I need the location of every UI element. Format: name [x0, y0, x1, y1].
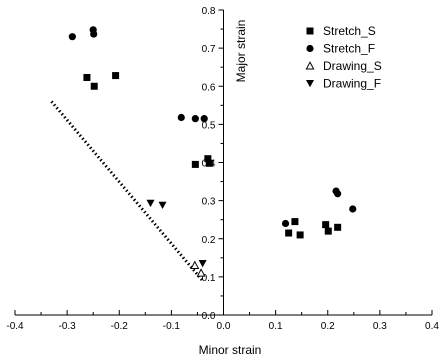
legend-marker-stretch-f [306, 44, 314, 53]
data-point-drawing-f [146, 199, 155, 208]
legend-label-drawing-s: Drawing_S [323, 59, 382, 73]
data-point-stretch-f [191, 115, 199, 123]
legend-marker-drawing-f [306, 80, 314, 88]
x-tick-label: 0.4 [425, 321, 439, 332]
y-axis-label: Major strain [234, 20, 248, 83]
data-point-drawing-s [190, 260, 200, 269]
legend-label-stretch-s: Stretch_S [323, 24, 376, 38]
legend-label-stretch-f: Stretch_F [323, 42, 375, 56]
legend: Stretch_S Stretch_F Drawing_S Drawing_F [305, 24, 382, 91]
data-point-stretch-s [285, 229, 293, 237]
data-point-stretch-s [112, 72, 120, 80]
x-tick-label: 0.1 [269, 321, 283, 332]
data-point-stretch-s [291, 218, 299, 226]
y-tick-label: 0.2 [202, 235, 216, 246]
data-point-drawing-f [158, 201, 167, 209]
x-axis-label: Minor strain [199, 343, 262, 357]
y-tick-label: 0.3 [202, 197, 216, 208]
data-point-drawing-f [198, 260, 207, 268]
data-point-stretch-s [83, 73, 91, 81]
data-point-stretch-s [191, 160, 199, 168]
data-point-stretch-f [200, 115, 208, 123]
legend-label-drawing-f: Drawing_F [323, 77, 381, 91]
x-tick-label: 0.2 [321, 321, 335, 332]
y-tick-label: 0.8 [202, 6, 216, 17]
reference-line-group [50, 100, 204, 282]
legend-marker-drawing-s [305, 61, 315, 70]
data-point-stretch-f [281, 219, 290, 228]
legend-marker-stretch-s [306, 27, 314, 35]
y-tick-label: 0.0 [202, 311, 216, 322]
y-tick-label: 0.1 [202, 273, 216, 284]
data-point-stretch-f [68, 33, 76, 41]
data-point-stretch-s [324, 227, 332, 235]
data-point-drawing-s [196, 268, 206, 277]
data-point-stretch-s [90, 82, 98, 90]
y-tick-label: 0.6 [202, 82, 216, 93]
data-point-stretch-s [205, 159, 213, 167]
y-tick-label: 0.5 [202, 120, 216, 131]
dotted-reference-line [50, 100, 204, 282]
data-points [68, 26, 357, 277]
data-point-stretch-s [322, 221, 330, 229]
x-tick-label: 0.0 [217, 321, 231, 332]
data-point-stretch-s [296, 231, 304, 239]
data-point-stretch-f [334, 190, 342, 198]
data-point-stretch-f [177, 113, 185, 122]
data-point-stretch-s [204, 155, 212, 163]
data-point-stretch-f [349, 205, 357, 213]
x-tick-label: 0.3 [373, 321, 387, 332]
data-point-stretch-s [334, 223, 342, 231]
data-point-stretch-f [90, 30, 98, 38]
x-tick-label: -0.1 [163, 321, 181, 332]
x-tick-label: -0.4 [6, 321, 24, 332]
y-tick-label: 0.7 [202, 44, 216, 55]
x-tick-label: -0.3 [59, 321, 77, 332]
x-tick-label: -0.2 [111, 321, 129, 332]
